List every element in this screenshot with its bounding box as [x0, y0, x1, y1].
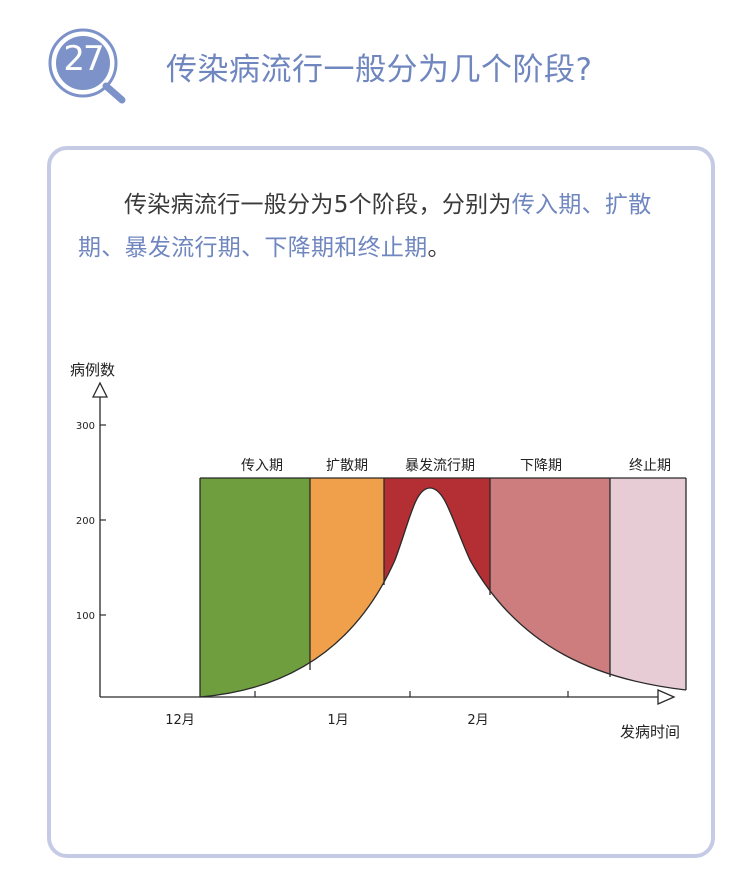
- x-axis-label: 发病时间: [620, 723, 680, 741]
- y-tick-marks: [100, 424, 106, 616]
- page-title: 传染病流行一般分为几个阶段?: [166, 52, 593, 88]
- y-tick-label: 100: [76, 611, 95, 622]
- intro-paragraph: 传染病流行一般分为5个阶段，分别为传入期、扩散期、暴发流行期、下降期和终止期。: [78, 184, 698, 270]
- intro-text: 传染病流行一般分为5个阶段，分别为: [124, 192, 512, 218]
- stage-label: 扩散期: [326, 458, 368, 474]
- y-tick-label: 300: [76, 421, 95, 432]
- stage-band: [610, 478, 686, 697]
- y-tick-label: 200: [76, 516, 95, 527]
- x-tick-marks: [254, 691, 569, 697]
- x-tick-label: 1月: [327, 713, 348, 728]
- intro-stage-list-2: 期、暴发流行期、下降期和终止期: [78, 235, 428, 261]
- stage-band: [384, 478, 490, 697]
- question-number-badge: 27: [46, 28, 136, 108]
- intro-end: 。: [427, 235, 451, 261]
- stage-label: 暴发流行期: [405, 458, 475, 474]
- epidemic-curve: [199, 487, 687, 698]
- stage-band: [200, 478, 310, 697]
- stage-label: 下降期: [520, 458, 562, 474]
- magnifier-badge-icon: [48, 28, 126, 104]
- y-axis-arrow-icon: [91, 381, 109, 398]
- x-tick-label: 2月: [467, 713, 488, 728]
- stage-dividers: [199, 478, 687, 697]
- x-tick-label: 12月: [165, 713, 195, 728]
- question-number: 27: [63, 39, 104, 79]
- y-axis-label: 病例数: [70, 361, 115, 379]
- stage-label: 传入期: [241, 458, 283, 474]
- stage-label: 终止期: [629, 458, 671, 474]
- intro-stage-list-1: 传入期、扩散: [511, 192, 652, 218]
- stage-band: [490, 478, 610, 697]
- x-axis-arrow-icon: [657, 689, 676, 705]
- stage-bands: [200, 478, 686, 697]
- stage-band: [310, 478, 384, 697]
